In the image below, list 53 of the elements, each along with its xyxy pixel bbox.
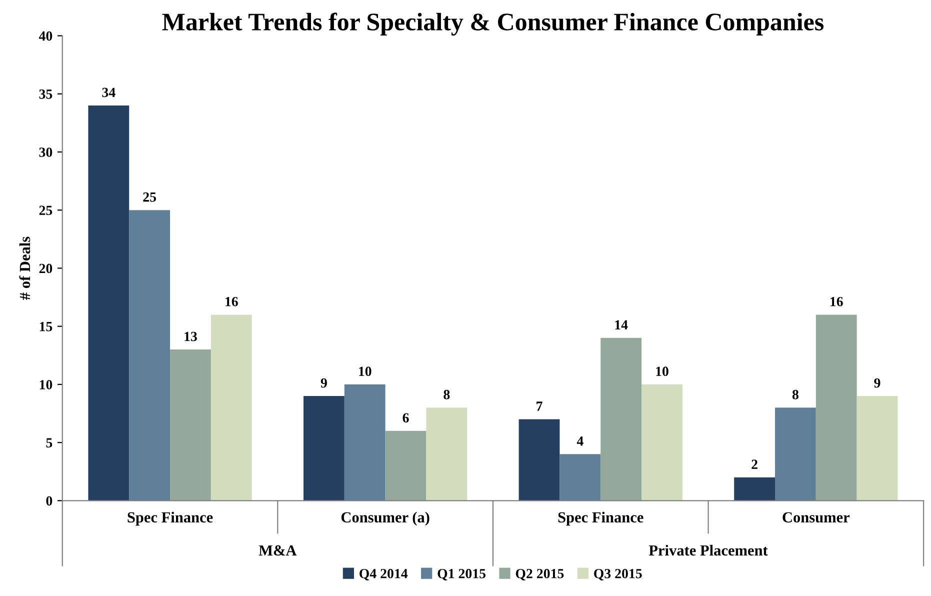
text: M&A <box>258 545 297 556</box>
y-tick-label: 25 <box>39 206 52 216</box>
y-tick-label: 0 <box>46 496 52 506</box>
bar <box>816 314 857 501</box>
data-label: 16 <box>226 296 238 306</box>
x-tick-label: Spec Finance <box>128 512 213 526</box>
chart-title: Market Trends for Specialty & Consumer Finance Companies <box>162 12 824 36</box>
legend-label: Q4 2014 <box>360 568 408 580</box>
data-label: 10 <box>656 366 668 376</box>
legend-label: Q2 2015 <box>516 568 564 580</box>
y-tick-label: 30 <box>39 148 52 157</box>
bar <box>170 350 211 501</box>
bar <box>385 430 426 501</box>
x-tick-label: Spec Finance <box>558 512 644 526</box>
data-label: 25 <box>143 192 156 202</box>
data-label: 4 <box>576 436 584 446</box>
bar <box>775 408 816 501</box>
bar <box>642 384 682 501</box>
y-tick-label: 40 <box>38 31 52 41</box>
data-label: 34 <box>102 88 116 98</box>
bar <box>426 408 468 501</box>
x-tick-label: Consumer <box>782 512 850 523</box>
data-label: 8 <box>792 390 798 400</box>
y-tick-label: 35 <box>39 89 52 99</box>
bar <box>129 210 170 501</box>
bar <box>734 477 775 501</box>
bar <box>344 384 386 501</box>
bar <box>88 105 130 501</box>
data-label: 16 <box>830 296 843 306</box>
y-tick-label: 10 <box>40 380 52 390</box>
y-axis-title: # of Deals <box>19 236 30 300</box>
y-tick-label: 15 <box>40 322 52 332</box>
data-label: 2 <box>752 460 758 469</box>
data-label: 6 <box>402 413 409 423</box>
data-label: 13 <box>184 332 197 342</box>
bar <box>518 419 560 501</box>
y-tick-label: 20 <box>39 264 52 274</box>
bar <box>560 454 601 501</box>
text: Private Placement <box>648 544 768 556</box>
data-label: 7 <box>536 402 542 411</box>
data-label: 8 <box>444 390 450 400</box>
bar <box>856 396 898 501</box>
x-tick-label: Consumer (a) <box>341 512 430 526</box>
legend-label: Q1 2015 <box>438 568 486 580</box>
data-label: 9 <box>874 378 880 388</box>
bar <box>600 338 642 501</box>
bar <box>304 396 344 501</box>
data-label: 14 <box>615 320 628 330</box>
bar <box>210 314 252 501</box>
data-label: 9 <box>320 378 327 388</box>
y-tick-label: 5 <box>46 438 52 448</box>
legend-label: Q3 2015 <box>594 568 642 580</box>
data-label: 10 <box>359 366 372 376</box>
